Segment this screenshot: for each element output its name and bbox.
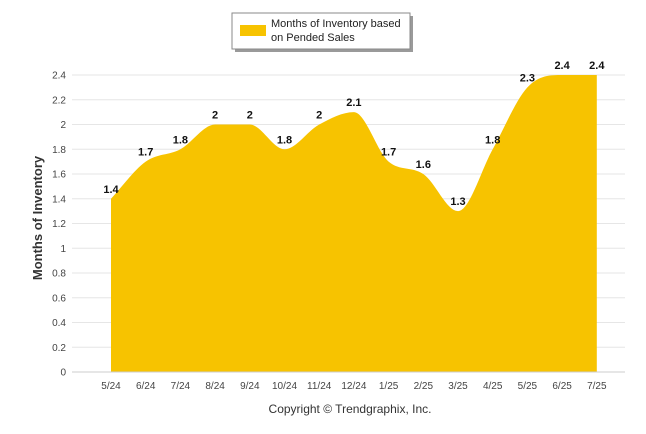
y-tick-label: 1.4 <box>52 194 66 205</box>
x-tick-label: 11/24 <box>307 381 332 392</box>
x-tick-label: 5/24 <box>101 381 121 392</box>
data-label: 1.3 <box>450 196 465 208</box>
data-label: 1.6 <box>416 159 431 171</box>
x-tick-label: 3/25 <box>448 381 468 392</box>
data-label: 1.4 <box>103 184 119 196</box>
data-label: 2.3 <box>520 72 535 84</box>
y-axis-title: Months of Inventory <box>30 155 45 280</box>
legend-label-line2: on Pended Sales <box>271 32 355 44</box>
y-tick-label: 0 <box>60 368 66 379</box>
x-tick-label: 2/25 <box>414 381 434 392</box>
legend: Months of Inventory based on Pended Sale… <box>231 12 413 52</box>
y-tick-label: 1.6 <box>52 170 66 181</box>
data-label: 2.1 <box>346 97 361 109</box>
y-tick-label: 1.2 <box>52 219 66 230</box>
copyright-footer: Copyright © Trendgraphix, Inc. <box>269 402 432 416</box>
x-tick-label: 4/25 <box>483 381 503 392</box>
y-tick-label: 1.8 <box>52 145 66 156</box>
data-label: 1.7 <box>381 147 396 159</box>
data-label: 2.4 <box>589 60 605 72</box>
x-tick-label: 6/24 <box>136 381 156 392</box>
y-axis: 0 0.2 0.4 0.6 0.8 1 1.2 1.4 1.6 1.8 2 2.2 2.4 <box>52 71 66 379</box>
data-label: 1.7 <box>138 147 153 159</box>
y-tick-label: 2.4 <box>52 71 66 82</box>
x-tick-label: 9/24 <box>240 381 260 392</box>
x-tick-label: 5/25 <box>518 381 538 392</box>
data-labels: 1.4 1.7 1.8 2 2 1.8 2 2.1 1.7 1.6 1.3 1.8 2.3 2.4 2.4 <box>103 60 605 208</box>
y-tick-label: 0.2 <box>52 343 66 354</box>
x-tick-label: 7/24 <box>171 381 191 392</box>
data-label: 2.4 <box>554 60 570 72</box>
x-tick-label: 10/24 <box>272 381 297 392</box>
x-tick-label: 6/25 <box>552 381 572 392</box>
area-series <box>111 75 597 372</box>
y-tick-label: 2 <box>60 120 66 131</box>
legend-label-line1: Months of Inventory based <box>271 18 401 30</box>
y-tick-label: 0.6 <box>52 293 66 304</box>
y-tick-label: 1 <box>60 244 66 255</box>
x-tick-label: 8/24 <box>205 381 225 392</box>
data-label: 1.8 <box>277 134 292 146</box>
data-label: 2 <box>247 110 253 122</box>
data-label: 1.8 <box>485 134 500 146</box>
data-label: 2 <box>316 110 322 122</box>
x-axis: 5/24 6/24 7/24 8/24 9/24 10/24 11/24 12/24 1/25 2… <box>101 381 607 392</box>
y-tick-label: 0.4 <box>52 318 66 329</box>
data-label: 1.8 <box>173 134 188 146</box>
x-tick-label: 7/25 <box>587 381 607 392</box>
y-tick-label: 0.8 <box>52 269 66 280</box>
data-label: 2 <box>212 110 218 122</box>
legend-swatch <box>240 25 266 36</box>
y-tick-label: 2.2 <box>52 95 66 106</box>
x-tick-label: 12/24 <box>341 381 366 392</box>
x-tick-label: 1/25 <box>379 381 399 392</box>
